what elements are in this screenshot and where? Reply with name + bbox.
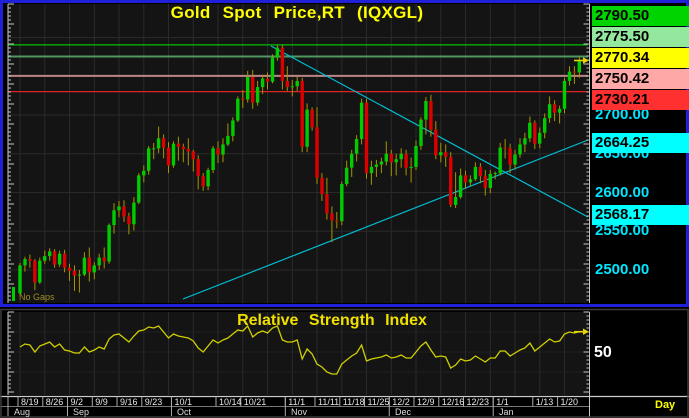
price-line-label: 2568.17 <box>592 205 689 225</box>
date-tick-label: 10/21 <box>243 397 267 407</box>
price-line-label: 2730.21 <box>592 90 689 110</box>
date-tick-label: 10/1 <box>174 397 192 407</box>
date-tick-label: 9/16 <box>120 397 138 407</box>
date-tick-label: 1/13 <box>535 397 554 407</box>
date-tick-label: 1/20 <box>560 397 579 407</box>
price-line-label: 2790.50 <box>592 6 689 26</box>
month-label: Jan <box>499 407 514 417</box>
date-tick-label: 10/14 <box>219 397 242 407</box>
date-tick-label: 8/26 <box>45 397 64 407</box>
rsi-panel-title: Relative Strength Index <box>237 312 427 329</box>
price-line-label: 2750.42 <box>592 69 689 89</box>
date-tick-label: 12/16 <box>441 397 465 407</box>
date-tick-label: 12/2 <box>392 397 410 407</box>
price-scale-label: 2600.00 <box>595 183 650 201</box>
chart-title: Gold Spot Price,RT (IQXGL) <box>170 3 424 22</box>
month-label: Nov <box>291 407 308 417</box>
price-scale-label: 2500.00 <box>595 261 650 278</box>
month-label: Aug <box>14 407 31 417</box>
price-scale-label: 2550.00 <box>595 222 650 240</box>
month-label: Sep <box>73 407 90 417</box>
date-tick-label: 11/25 <box>367 397 390 407</box>
date-tick-label: 9/23 <box>144 397 163 407</box>
date-tick-label: 11/18 <box>342 397 365 407</box>
month-label: Oct <box>177 407 192 417</box>
date-tick-label: 1/1 <box>496 397 509 407</box>
date-tick-label: 11/1 <box>288 397 306 407</box>
date-tick-label: 9/9 <box>95 397 108 407</box>
date-tick-label: 12/9 <box>417 397 435 407</box>
interval-label[interactable]: Day <box>655 399 676 411</box>
price-line-label: 2770.34 <box>592 48 689 68</box>
rsi-current-value-badge: 70.28 <box>595 326 633 343</box>
price-scale-label: 2700.00 <box>595 106 650 123</box>
rsi-midline-label: 50 <box>594 344 612 361</box>
date-tick-label: 12/23 <box>466 397 490 407</box>
price-line-label: 2664.25 <box>592 133 689 153</box>
month-label: Dec <box>395 407 412 417</box>
price-line-label: 2775.50 <box>592 27 689 47</box>
date-tick-label: 8/19 <box>21 397 39 407</box>
date-tick-label: 9/2 <box>70 397 84 407</box>
date-tick-label: 11/11 <box>318 397 340 407</box>
no-gaps-indicator-label: No Gaps <box>19 292 55 302</box>
